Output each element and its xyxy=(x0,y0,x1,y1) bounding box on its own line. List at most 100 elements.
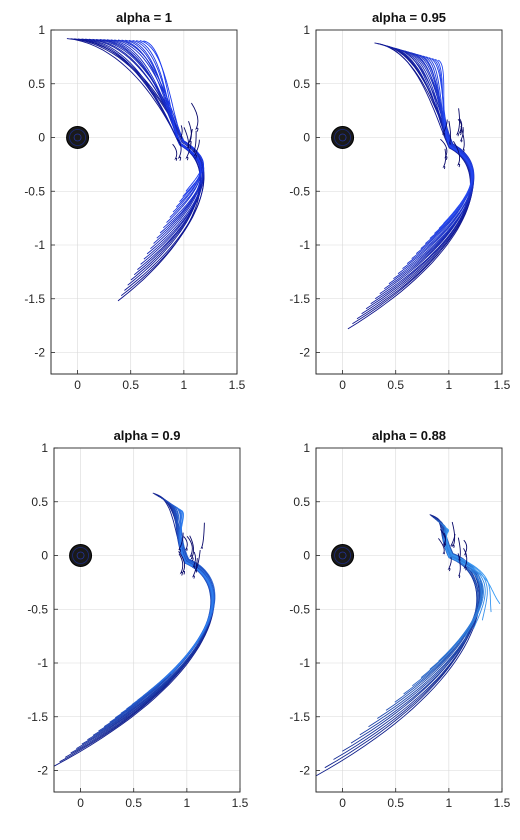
subplot-3-xtick-label-1: 0.5 xyxy=(125,796,142,810)
subplot-2-ytick-label-6: -2 xyxy=(299,346,310,360)
subplot-3-curl-3 xyxy=(200,522,205,549)
subplot-1-ytick-label-3: -0.5 xyxy=(24,184,45,198)
subplot-3-axes-box xyxy=(53,447,241,793)
subplot-3-curl-2 xyxy=(183,536,188,552)
subplot-2-curl-9 xyxy=(460,125,465,152)
subplot-3-curl-7 xyxy=(191,558,198,579)
subplot-4-curl-5 xyxy=(463,539,468,557)
subplot-2-curl-5 xyxy=(459,118,463,133)
subplot-1-ytick-label-0: 1 xyxy=(38,23,45,37)
subplot-3-ytick-label-3: -0.5 xyxy=(27,602,48,616)
subplot-2: alpha = 0.95 0 0.5 1 1.5 1 0.5 0 -0.5 -1 -1.5 -2 xyxy=(289,10,510,392)
subplot-3-curl-10 xyxy=(178,551,186,575)
subplot-1-xtick-label-1: 0.5 xyxy=(122,378,139,392)
subplot-2-curl-8 xyxy=(441,119,448,137)
subplot-4-title: alpha = 0.88 xyxy=(372,428,446,443)
subplot-2-ytick-label-1: 0.5 xyxy=(293,77,310,91)
subplot-4-trajectory-5 xyxy=(350,516,478,744)
subplot-1-trajectory-22 xyxy=(143,40,202,192)
subplot-2-trajectory-22 xyxy=(437,59,473,224)
subplot-2-title: alpha = 0.95 xyxy=(372,10,446,25)
subplot-1-curl-9 xyxy=(183,127,190,149)
subplot-3-trajectory-22 xyxy=(170,510,214,675)
subplot-1-curl-3 xyxy=(191,102,199,132)
subplot-4-trajectory-19 xyxy=(444,526,486,629)
subplot-4-ytick-label-5: -1.5 xyxy=(289,710,310,724)
subplot-3: alpha = 0.9 0 0.5 1 1.5 1 0.5 0 -0.5 -1 -1.5 -2 xyxy=(27,428,248,810)
subplot-3-ytick-label-6: -2 xyxy=(37,764,48,778)
subplot-3-axes-frame xyxy=(53,447,241,793)
subplot-1-curl-8 xyxy=(185,141,192,161)
subplot-3-xtick-label-3: 1.5 xyxy=(232,796,249,810)
subplot-1-xtick-label-3: 1.5 xyxy=(229,378,246,392)
subplot-2-xtick-label-0: 0 xyxy=(339,378,346,392)
subplot-3-ytick-label-0: 1 xyxy=(41,441,48,455)
subplot-4-origin-marker-ring xyxy=(334,547,351,564)
subplot-2-xtick-label-1: 0.5 xyxy=(387,378,404,392)
subplot-4-curl-2 xyxy=(440,529,447,546)
subplot-2-trajectory-16 xyxy=(415,54,472,254)
subplot-3-xtick-label-2: 1 xyxy=(184,796,191,810)
subplot-4-plot-area xyxy=(316,514,501,777)
subplot-4-curl-9 xyxy=(447,556,452,572)
subplot-1-plot-area xyxy=(66,38,205,302)
subplot-4-curl-7 xyxy=(457,553,461,579)
subplot-3-ytick-label-4: -1 xyxy=(37,656,48,670)
subplot-4-ytick-label-3: -0.5 xyxy=(289,602,310,616)
subplot-3-plot-area xyxy=(54,492,216,767)
subplot-1-trajectory-18 xyxy=(128,39,201,213)
subplot-2-origin-marker-core xyxy=(338,133,347,142)
subplot-2-trajectory-2 xyxy=(352,43,471,325)
subplot-1-ytick-label-1: 0.5 xyxy=(28,77,45,91)
subplot-1-curl-10 xyxy=(172,143,178,161)
subplot-2-axes-frame xyxy=(315,29,503,375)
subplot-2-xtick-label-3: 1.5 xyxy=(494,378,511,392)
subplot-1-origin-marker-core xyxy=(73,133,82,142)
subplot-4-curl-6 xyxy=(438,538,445,555)
subplot-4-ytick-label-1: 0.5 xyxy=(293,495,310,509)
subplot-2-curl-10 xyxy=(456,108,460,137)
subplot-3-origin-marker-ring xyxy=(72,547,89,564)
subplot-4-curl-10 xyxy=(442,532,446,548)
subplot-1-curl-7 xyxy=(180,125,183,139)
subplot-2-ytick-label-4: -1 xyxy=(299,238,310,252)
subplot-4-axes-frame xyxy=(315,447,503,793)
subplot-3-ytick-label-1: 0.5 xyxy=(31,495,48,509)
subplot-3-curl-9 xyxy=(186,536,193,560)
subplot-4-curl-8 xyxy=(451,521,456,548)
subplot-4-trajectory-17 xyxy=(442,524,482,646)
subplot-1-ytick-label-6: -2 xyxy=(34,346,45,360)
subplot-3-ytick-label-5: -1.5 xyxy=(27,710,48,724)
subplot-1-curl-5 xyxy=(176,138,182,161)
subplot-3-xtick-label-0: 0 xyxy=(77,796,84,810)
subplot-4-ytick-label-6: -2 xyxy=(299,764,310,778)
subplot-4-trajectory-20 xyxy=(444,526,488,621)
subplot-2-trajectory-12 xyxy=(397,51,475,275)
subplot-1-ytick-label-4: -1 xyxy=(34,238,45,252)
subplot-2-xtick-label-2: 1 xyxy=(446,378,453,392)
subplot-4-ytick-label-2: 0 xyxy=(303,549,310,563)
subplot-1-trajectory-21 xyxy=(139,40,204,197)
subplot-4-xtick-label-0: 0 xyxy=(339,796,346,810)
subplot-2-plot-area xyxy=(331,42,475,330)
subplot-3-title: alpha = 0.9 xyxy=(114,428,181,443)
subplot-1-trajectory-8 xyxy=(92,38,203,265)
subplot-1-ytick-label-5: -1.5 xyxy=(24,292,45,306)
subplot-1-xtick-label-0: 0 xyxy=(74,378,81,392)
subplot-4-origin-marker-core xyxy=(338,551,347,560)
subplot-1-title: alpha = 1 xyxy=(116,10,172,25)
subplot-2-ytick-label-5: -1.5 xyxy=(289,292,310,306)
subplot-4-trajectory-3 xyxy=(333,515,479,760)
subplot-2-origin-marker-ring xyxy=(334,129,351,146)
subplot-4-xtick-label-1: 0.5 xyxy=(387,796,404,810)
subplot-3-curl-1 xyxy=(178,553,184,576)
subplot-2-curl-6 xyxy=(440,138,448,160)
subplot-1-origin-marker-ring xyxy=(69,129,86,146)
subplot-3-curl-4 xyxy=(192,551,196,569)
subplot-1: alpha = 1 0 0.5 1 1.5 1 0.5 0 -0.5 -1 -1.5 -2 xyxy=(24,10,245,392)
subplot-4: alpha = 0.88 0 0.5 1 1.5 1 0.5 0 -0.5 -1 -1.5 -2 xyxy=(289,428,510,810)
subplot-1-axes-frame xyxy=(50,29,238,375)
subplot-4-xtick-label-3: 1.5 xyxy=(494,796,511,810)
subplot-2-ytick-label-3: -0.5 xyxy=(289,184,310,198)
